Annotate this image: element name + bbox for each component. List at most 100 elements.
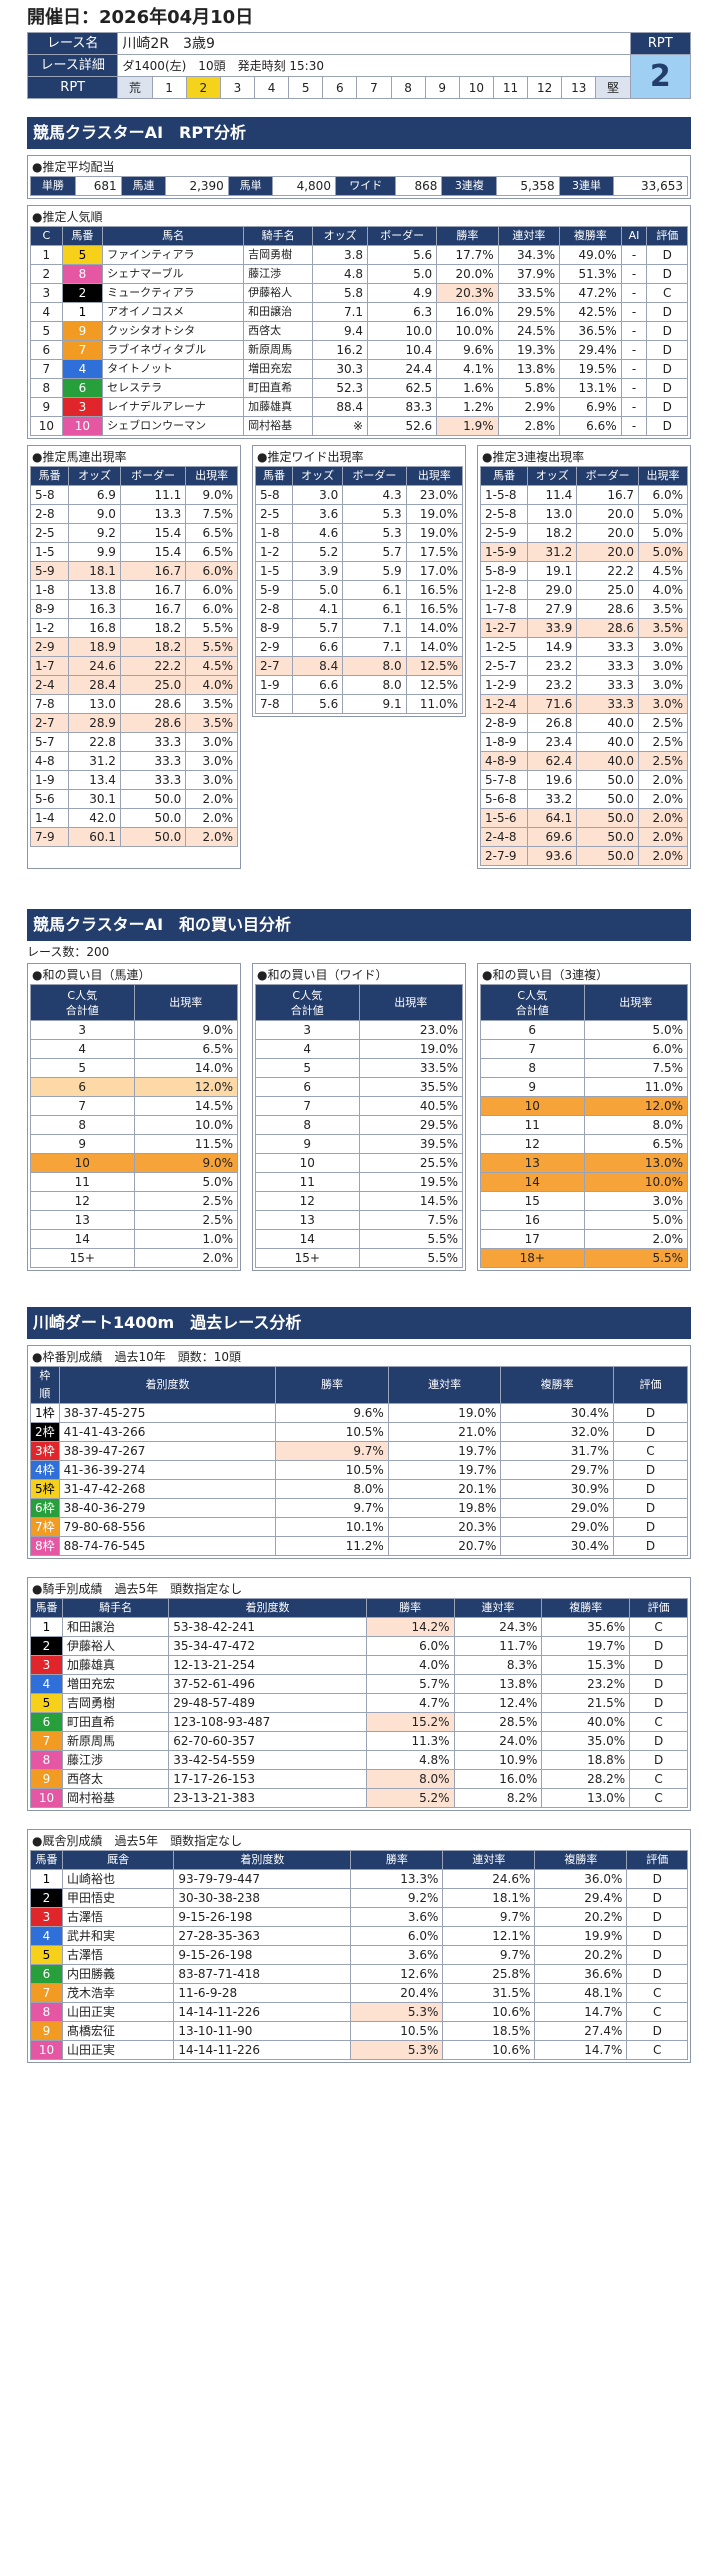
table-row: 1-8 13.8 16.7 6.0% (29, 580, 238, 600)
cell: 29.7% (500, 1460, 614, 1480)
cell: 9.2% (350, 1888, 444, 1908)
table-row: 6枠 38-40-36-279 9.7% 19.8% 29.0% D (30, 1498, 689, 1518)
cell: 19.7% (387, 1460, 502, 1480)
cell: 5.5% (358, 1248, 463, 1268)
cell: 3 (30, 1907, 63, 1927)
col-header: C (30, 226, 63, 246)
table-row: 8 29.5% (255, 1115, 463, 1135)
cell: 6.5% (185, 542, 238, 562)
cell: 4.0% (638, 580, 688, 600)
table-row: 13 13.0% (480, 1153, 688, 1173)
cell: 50.0 (576, 827, 640, 847)
cell: 3.5% (638, 599, 688, 619)
cell: 88-74-76-545 (58, 1536, 277, 1556)
sum-trio-table: C人気 合計値 出現率 6 5.0% 7 6.0% 8 7.5% 9 11.0% 10 12.0% 11… (480, 984, 688, 1268)
cell: 1-9 (254, 675, 294, 695)
cell: 甲田悟史 (61, 1888, 175, 1908)
cell: 18.9 (68, 637, 121, 657)
table-row: 1-2-5 14.9 33.3 3.0% (479, 637, 688, 657)
waku-title: ●枠番別成績 過去10年 頭数：10頭 (32, 1350, 242, 1364)
pop-cell: D (646, 302, 688, 322)
pop-cell: D (646, 321, 688, 341)
pop-cell: タイトノット (102, 359, 245, 379)
table-row: 14 1.0% (30, 1229, 238, 1249)
cell: 8.0% (275, 1479, 389, 1499)
cell: 3.5% (638, 618, 688, 638)
table-row: 6 12.0% (30, 1077, 238, 1097)
cell: 4-8 (29, 751, 70, 771)
cell: 18.8% (541, 1750, 631, 1770)
cell: 22.2 (119, 656, 187, 676)
cell: 1-2-7 (479, 618, 529, 638)
table-row: 2 甲田悟史 30-30-38-238 9.2% 18.1% 29.4% D (30, 1888, 688, 1908)
cell: 10.6% (442, 2040, 536, 2060)
table-row: 10 25.5% (255, 1153, 463, 1173)
col-header: AI (620, 226, 648, 246)
trainer-box: ●厩舎別成績 過去5年 頭数指定なし 馬番 厩舎 着別度数 勝率 連対率 複勝率 評価 1 山崎… (27, 1829, 691, 2063)
pop-cell: 10.4 (367, 340, 438, 360)
table-row: 11 19.5% (255, 1172, 463, 1192)
cell: 19.0% (405, 504, 464, 524)
waku-table: 枠順 着別度数 勝率 連対率 複勝率 評価 1枠 38-37-45-275 9.6% 19.0% 3… (30, 1366, 689, 1556)
table-row: 1-9 13.4 33.3 3.0% (29, 770, 238, 790)
cell: 4.1 (292, 599, 344, 619)
cell: 1-9 (29, 770, 70, 790)
col-header: オッズ (527, 466, 578, 486)
col-header: 馬番 (30, 1850, 63, 1870)
col-header: 出現率 (583, 984, 688, 1021)
table-row: 1 山崎裕也 93-79-79-447 13.3% 24.6% 36.0% D (30, 1869, 688, 1889)
cell: 23.2 (527, 656, 578, 676)
cell: 50.0 (119, 827, 187, 847)
jockey-table: 馬番 騎手名 着別度数 勝率 連対率 複勝率 評価 1 和田譲治 53-38-42-241 14.2… (30, 1598, 688, 1808)
cell: 31.2 (68, 751, 121, 771)
cell: 4.6 (292, 523, 344, 543)
pop-cell: 2 (30, 264, 63, 284)
table-row: 1-9 6.6 8.0 12.5% (254, 675, 464, 695)
table-row: 2-7 28.9 28.6 3.5% (29, 713, 238, 733)
cell: 5.5% (358, 1229, 463, 1249)
cell: 2.0% (185, 827, 238, 847)
cell: 12.0% (583, 1096, 688, 1116)
rpt-label: RPT (629, 32, 692, 55)
cell: 15+ (30, 1248, 135, 1268)
section-title-rpt: 競馬クラスターAI RPT分析 (27, 117, 691, 149)
table-row: 5 14.0% (30, 1058, 238, 1078)
col-header: 連対率 (442, 1850, 536, 1870)
pop-cell: 6.3 (367, 302, 438, 322)
cell: 50.0 (119, 808, 187, 828)
cell: 13.8 (68, 580, 121, 600)
cell: 6.5% (133, 1039, 238, 1059)
cell: 4.0% (365, 1655, 455, 1675)
table-row: 2-8 4.1 6.1 16.5% (254, 599, 464, 619)
cell: 7枠 (30, 1517, 60, 1537)
cell: 28.5% (453, 1712, 543, 1732)
cell: 50.0 (119, 789, 187, 809)
cell: 10.6% (442, 2002, 536, 2022)
cell: 髙橋宏征 (61, 2021, 175, 2041)
table-row: 1-8 4.6 5.3 19.0% (254, 523, 464, 543)
cell: 16 (480, 1210, 585, 1230)
wide-table: 馬番 オッズ ボーダー 出現率 5-8 3.0 4.3 23.0% 2-5 3.6 5.3 19.0%… (254, 466, 464, 714)
cell: 9 (30, 1769, 63, 1789)
pop-cell: 13.1% (559, 378, 622, 398)
pop-cell: 3 (61, 397, 104, 417)
cell: 1-2 (29, 618, 70, 638)
cell: 8-9 (254, 618, 294, 638)
cell: 6.0% (185, 599, 238, 619)
cell: 9 (255, 1134, 360, 1154)
table-row: 5-8 3.0 4.3 23.0% (254, 485, 464, 505)
cell: 6 (480, 1020, 585, 1040)
cell: 20.7% (387, 1536, 502, 1556)
cell: 18.2 (119, 637, 187, 657)
cell: 12 (30, 1191, 135, 1211)
pop-cell: 10.0% (436, 321, 499, 341)
cell: 11.0% (583, 1077, 688, 1097)
cell: 19.0% (387, 1403, 502, 1423)
table-row: 4 武井和実 27-28-35-363 6.0% 12.1% 19.9% D (30, 1926, 688, 1946)
table-row: 6 5.0% (480, 1020, 688, 1040)
cell: 5.7 (292, 618, 344, 638)
cell: D (626, 1964, 688, 1984)
cell: 5-8 (29, 485, 70, 505)
cell: 7.5% (583, 1058, 688, 1078)
cell: 20.1% (387, 1479, 502, 1499)
